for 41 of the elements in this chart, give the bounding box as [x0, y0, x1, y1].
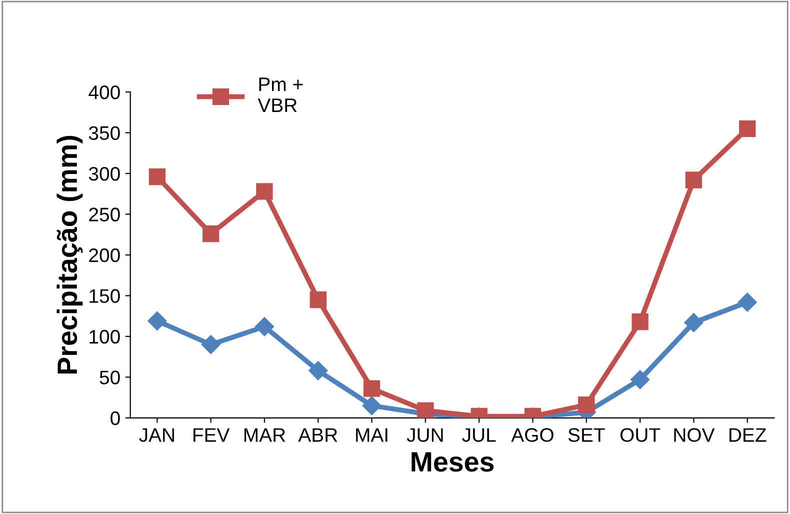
x-tick-label: ABR: [298, 428, 338, 442]
x-tick-label: FEV: [194, 428, 230, 442]
point: [256, 183, 273, 200]
x-tick-label: NOV: [674, 428, 715, 442]
x-axis-title: Meses: [412, 452, 494, 472]
point: [148, 168, 166, 186]
point: [363, 380, 380, 397]
point: [202, 225, 220, 242]
x-tick-label: AGO: [511, 428, 554, 442]
y-tick-label: 200: [89, 248, 120, 262]
point: [308, 361, 328, 380]
y-tick-label: 150: [90, 289, 120, 303]
point: [739, 120, 756, 137]
point: [310, 291, 326, 308]
y-tick-label: 50: [100, 370, 120, 384]
point: [738, 292, 757, 312]
point: [578, 396, 595, 414]
y-axis-title: Precipitação (mm): [56, 136, 83, 374]
x-tick-label: SET: [568, 428, 605, 442]
legend-label: Pm + VBR: [258, 78, 303, 112]
y-tick-label: 0: [110, 411, 120, 426]
x-tick-label: JUN: [406, 428, 443, 442]
x-tick-label: JUL: [462, 428, 496, 442]
point: [148, 311, 167, 330]
point: [685, 172, 702, 188]
y-tick-label: 100: [90, 330, 120, 344]
y-tick-label: 250: [89, 208, 120, 222]
point: [684, 313, 704, 332]
point: [254, 317, 274, 336]
y-tick-label: 400: [88, 85, 120, 100]
point: [632, 313, 648, 330]
y-tick-label: 300: [88, 166, 120, 181]
x-tick-label: JAN: [139, 428, 174, 442]
x-tick-label: MAI: [356, 428, 388, 442]
point: [362, 396, 382, 416]
point: [201, 335, 220, 354]
y-tick-label: 350: [88, 126, 120, 140]
x-tick-label: OUT: [620, 428, 660, 442]
point: [630, 370, 650, 390]
x-tick-label: DEZ: [730, 428, 766, 442]
x-tick-label: MAR: [244, 428, 286, 442]
